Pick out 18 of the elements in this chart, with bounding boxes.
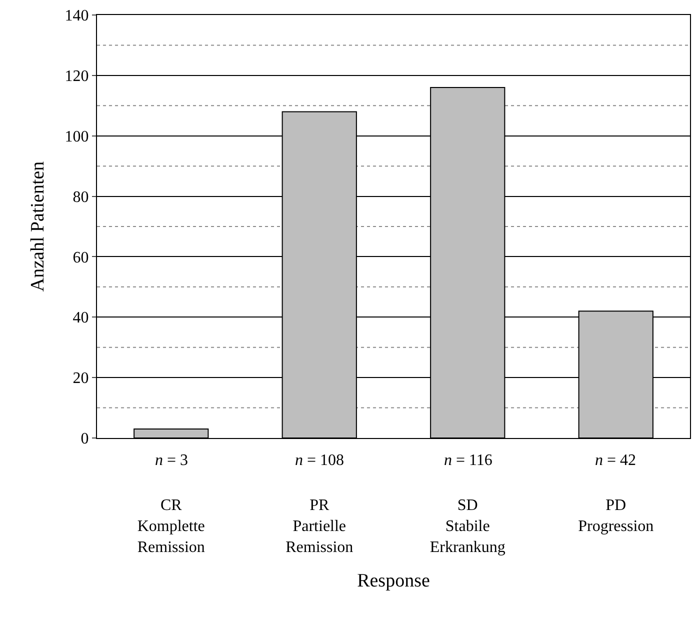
x-tick-label: SD Stabile Erkrankung	[430, 497, 506, 556]
x-tick-label: PD Progression	[578, 497, 654, 535]
data-label: n = 42	[595, 452, 636, 469]
x-tick-label: PR Partielle Remission	[286, 497, 354, 556]
y-tick-label: 40	[72, 310, 89, 327]
y-tick-label: 120	[64, 68, 89, 86]
data-label: n = 108	[295, 452, 344, 469]
y-tick-label: 140	[64, 8, 89, 25]
x-axis-title: Response	[357, 570, 430, 592]
y-tick-label: 0	[80, 430, 89, 448]
x-tick-label: CR Komplette Remission	[137, 497, 205, 556]
data-label: n = 3	[155, 452, 188, 469]
data-label: n = 116	[444, 452, 492, 469]
y-axis-title: Anzahl Patienten	[28, 160, 49, 292]
y-tick-label: 60	[72, 249, 89, 266]
y-tick-label: 80	[72, 188, 89, 206]
y-tick-label: 20	[72, 370, 89, 388]
y-tick-label: 100	[64, 128, 89, 146]
